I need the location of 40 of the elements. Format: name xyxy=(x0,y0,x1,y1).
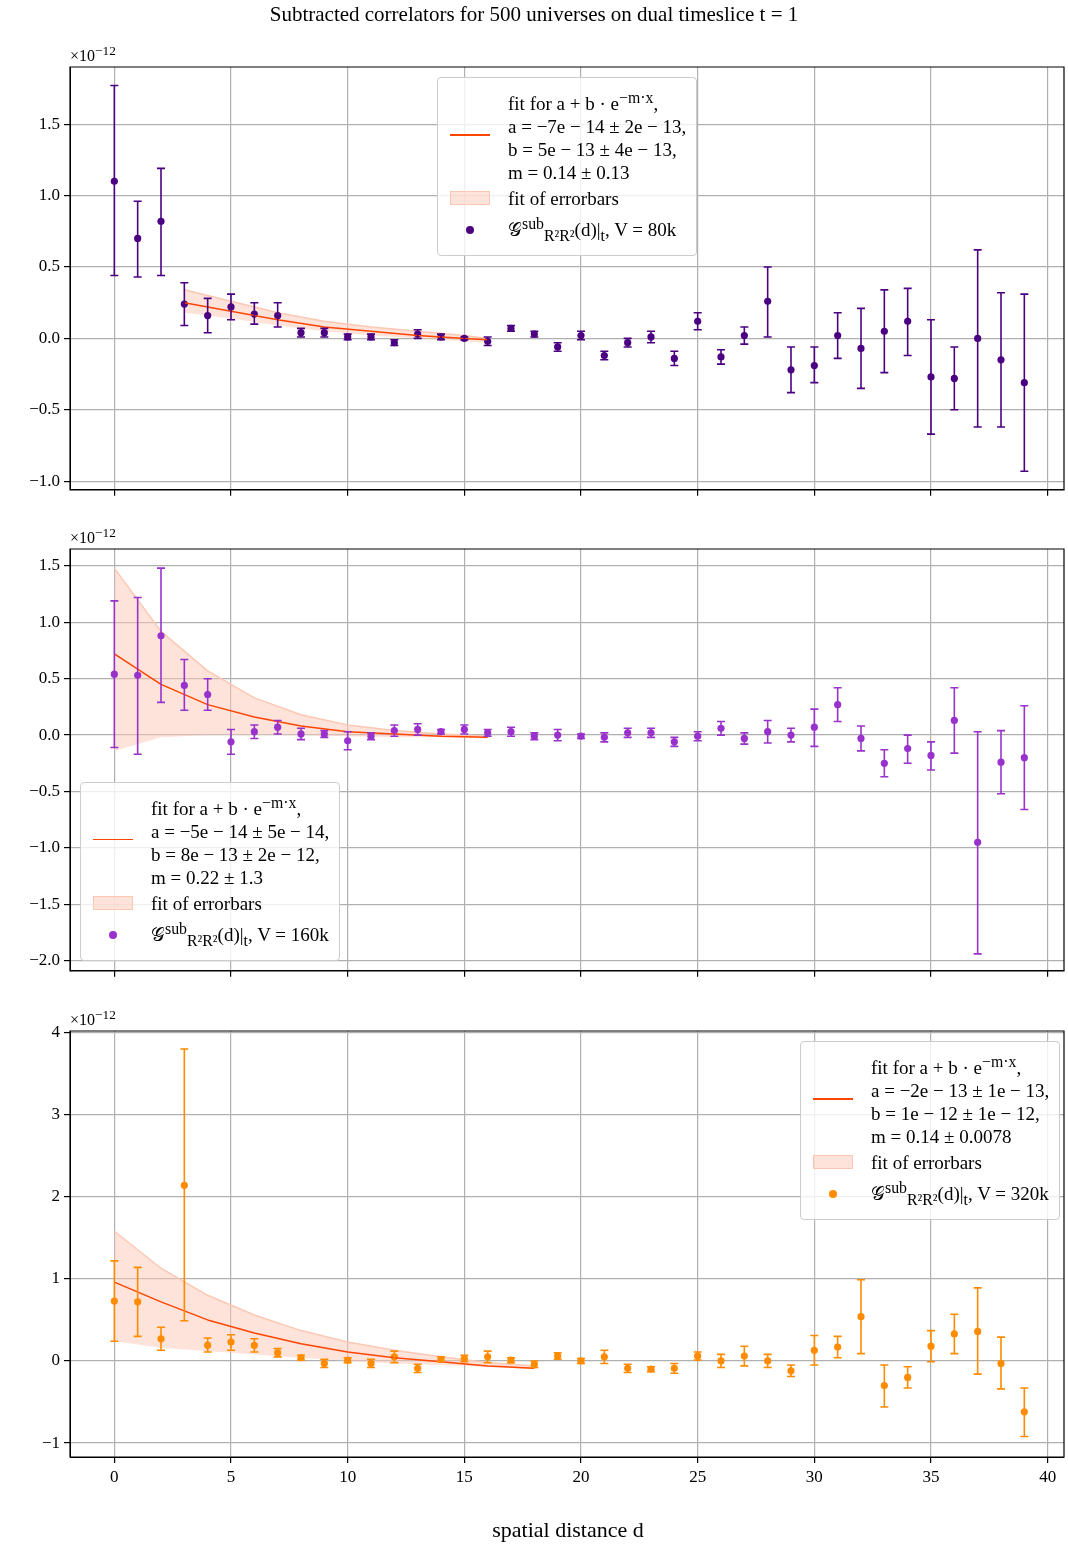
y-tick-label: 1 xyxy=(51,1268,60,1288)
x-tick-label: 20 xyxy=(572,1466,590,1486)
y-tick-label: 0 xyxy=(51,1350,60,1370)
legend-label: fit of errorbars xyxy=(151,891,262,915)
y-tick-label: 3 xyxy=(51,1104,60,1124)
x-tick-label: 30 xyxy=(805,1466,823,1486)
y-tick-label: 0.0 xyxy=(38,724,60,744)
y-tick-label: 4 xyxy=(51,1022,61,1042)
legend-label: 𝒢$^{sub}$$_{R²R²}$(d)|$_{t}$, V = 80k xyxy=(508,214,677,247)
y-tick-label: −1 xyxy=(41,1432,60,1452)
y-tick-label: −0.5 xyxy=(29,780,60,800)
y-tick-label: −2.0 xyxy=(29,950,60,970)
legend-label: 𝒢$^{sub}$$_{R²R²}$(d)|$_{t}$, V = 160k xyxy=(151,919,329,952)
y-tick-label: 0.0 xyxy=(38,327,60,347)
x-tick-label: 35 xyxy=(922,1466,940,1486)
y-tick-label: 2 xyxy=(51,1186,60,1206)
y-tick-label: 1.5 xyxy=(38,113,60,133)
chart-title: Subtracted correlators for 500 universes on dual timeslice t = 1 xyxy=(268,2,800,27)
y-tick-label: 1.0 xyxy=(38,611,60,631)
y-tick-label: 0.5 xyxy=(38,256,60,276)
y-tick-label: −1.0 xyxy=(29,837,60,857)
text: ×10$^{−12}$ xyxy=(70,525,116,548)
legend-label: 𝒢$^{sub}$$_{R²R²}$(d)|$_{t}$, V = 320k xyxy=(871,1178,1049,1211)
y-tick-label: −1.0 xyxy=(29,470,60,490)
y-tick-label: −0.5 xyxy=(29,399,60,419)
legend-label: fit of errorbars xyxy=(871,1150,982,1174)
text: ×10$^{−12}$ xyxy=(70,1007,116,1030)
y-tick-label: 1.0 xyxy=(38,185,60,205)
x-tick-label: 40 xyxy=(1039,1466,1057,1486)
legend-label: fit of errorbars xyxy=(508,186,619,210)
x-tick-label: 15 xyxy=(455,1466,473,1486)
y-tick-label: 0.5 xyxy=(38,668,60,688)
x-axis-title: spatial distance d xyxy=(491,1517,645,1543)
x-tick-label: 10 xyxy=(339,1466,357,1486)
y-tick-label: −1.5 xyxy=(29,893,60,913)
text: ×10$^{−12}$ xyxy=(70,43,116,66)
x-tick-label: 25 xyxy=(689,1466,707,1486)
x-tick-label: 5 xyxy=(226,1466,236,1486)
x-tick-label: 0 xyxy=(110,1466,119,1486)
y-tick-label: 1.5 xyxy=(38,555,60,575)
